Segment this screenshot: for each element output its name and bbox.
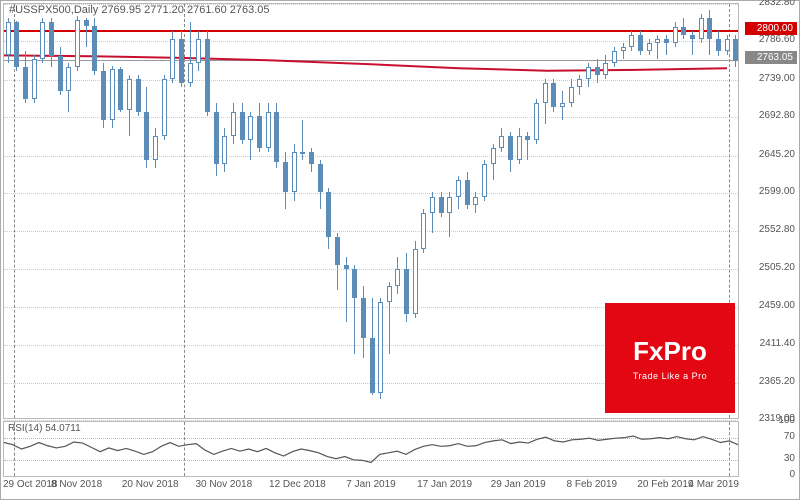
x-tick-label: 29 Jan 2019 [491, 479, 546, 490]
y-tick-label: 2692.80 [745, 110, 795, 121]
y-tick-label: 2365.20 [745, 376, 795, 387]
x-tick-label: 4 Mar 2019 [688, 479, 739, 490]
price-tag: 2763.05 [745, 51, 797, 64]
price-tag: 2800.00 [745, 22, 797, 35]
fxpro-logo: FxPro Trade Like a Pro [605, 303, 735, 413]
rsi-y-tick: 30 [745, 453, 795, 464]
y-tick-label: 2459.00 [745, 300, 795, 311]
x-tick-label: 17 Jan 2019 [417, 479, 472, 490]
rsi-y-tick: 100 [745, 415, 795, 426]
y-tick-label: 2739.00 [745, 73, 795, 84]
x-tick-label: 8 Nov 2018 [51, 479, 102, 490]
y-tick-label: 2786.60 [745, 34, 795, 45]
x-tick-label: 7 Jan 2019 [346, 479, 396, 490]
x-tick-label: 20 Feb 2019 [637, 479, 693, 490]
rsi-line [4, 422, 738, 476]
rsi-label: RSI(14) 54.0711 [8, 423, 81, 434]
y-tick-label: 2505.20 [745, 262, 795, 273]
logo-sub-text: Trade Like a Pro [633, 371, 707, 381]
rsi-y-tick: 0 [745, 469, 795, 480]
x-tick-label: 29 Oct 2018 [3, 479, 57, 490]
logo-main-text: FxPro [633, 336, 707, 367]
x-tick-label: 8 Feb 2019 [566, 479, 617, 490]
x-tick-label: 12 Dec 2018 [269, 479, 326, 490]
y-tick-label: 2832.80 [745, 0, 795, 8]
price-y-axis: 2832.80 2786.60 2739.00 2692.80 2645.20 2599.… [741, 3, 799, 419]
rsi-y-tick: 70 [745, 431, 795, 442]
time-x-axis: 29 Oct 20188 Nov 2018 20 Nov 2018 30 Nov 2… [3, 479, 739, 497]
y-tick-label: 2552.80 [745, 224, 795, 235]
y-tick-label: 2411.40 [745, 338, 795, 349]
rsi-y-axis: 03070100 [741, 421, 799, 477]
chart-title: #USSPX500,Daily 2769.95 2771.20 2761.60 … [9, 4, 270, 16]
x-tick-label: 30 Nov 2018 [195, 479, 252, 490]
chart-container: #USSPX500,Daily 2769.95 2771.20 2761.60 … [0, 0, 800, 500]
y-tick-label: 2645.20 [745, 149, 795, 160]
rsi-panel[interactable]: RSI(14) 54.0711 [3, 421, 739, 477]
x-tick-label: 20 Nov 2018 [122, 479, 179, 490]
y-tick-label: 2599.00 [745, 186, 795, 197]
